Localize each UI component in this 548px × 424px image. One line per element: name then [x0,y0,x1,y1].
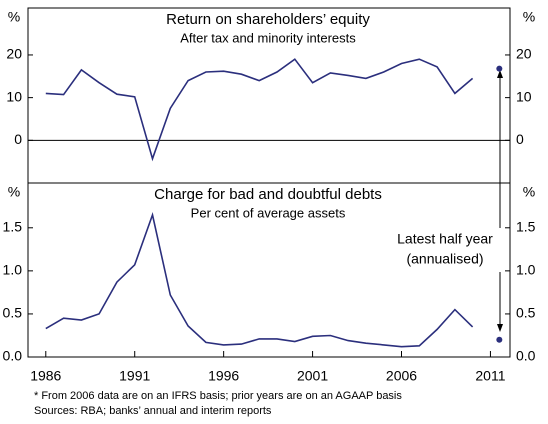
annotation: Latest half year [397,231,493,247]
y-tick-label: 0.5 [516,305,536,321]
x-tick-label: 1996 [208,368,239,384]
data-line [45,212,474,348]
y-tick-label: 10 [6,88,22,104]
x-tick-label: 1986 [30,368,61,384]
y-tick-label: 0.5 [3,305,23,321]
x-tick-label: 2001 [297,368,328,384]
latest-point [496,65,503,72]
y-tick-label: 1.5 [3,218,23,234]
y-tick-label: 10 [516,88,532,104]
y-tick-label: 0 [14,131,22,147]
panel-subtitle: After tax and minority interests [180,30,356,45]
panel-title: Return on shareholders’ equity [166,11,370,28]
y-tick-label: 1.5 [516,218,536,234]
y-tick-label: 20 [6,46,22,62]
y-tick-label: 0.0 [3,348,23,364]
footnote: * From 2006 data are on an IFRS basis; p… [34,390,402,402]
x-tick-label: 1991 [119,368,150,384]
x-tick-label: 2006 [386,368,417,384]
annotation-bg [384,229,506,271]
arrow-head [497,324,503,332]
y-tick-label: 0.0 [516,348,536,364]
y-unit: % [8,184,20,200]
y-unit: % [523,9,535,25]
annotation: (annualised) [406,251,483,267]
y-unit: % [8,9,20,25]
y-tick-label: 1.0 [3,262,23,278]
y-tick-label: 20 [516,46,532,62]
latest-point [496,336,503,343]
source: Sources: RBA; banks’ annual and interim … [34,405,272,417]
panel-title: Charge for bad and doubtful debts [154,186,382,203]
arrow-head [497,70,503,78]
y-tick-label: 0 [516,131,524,147]
y-unit: % [523,184,535,200]
data-line [45,58,474,162]
panel-subtitle: Per cent of average assets [191,205,346,220]
y-tick-label: 1.0 [516,262,536,278]
x-tick-label: 2011 [475,368,505,384]
